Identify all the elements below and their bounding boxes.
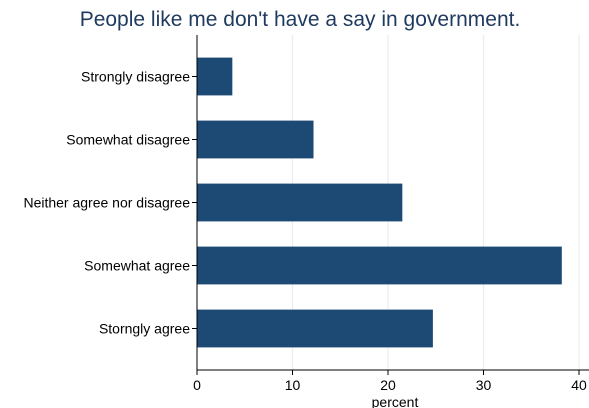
bar xyxy=(197,57,233,96)
x-tick-label: 10 xyxy=(285,377,301,393)
x-tick-label: 0 xyxy=(193,377,201,393)
category-label: Storngly agree xyxy=(99,321,190,337)
ticks: 0 10 20 30 40 xyxy=(193,370,587,393)
category-label: Somewhat agree xyxy=(84,258,190,274)
bar xyxy=(197,246,562,285)
chart-title: People like me don't have a say in gover… xyxy=(79,8,521,31)
category-labels: Strongly disagree Somewhat disagree Neithe… xyxy=(23,69,197,337)
x-tick-label: 20 xyxy=(380,377,396,393)
category-label: Strongly disagree xyxy=(81,69,190,85)
category-label: Somewhat disagree xyxy=(66,132,190,148)
category-label: Neither agree nor disagree xyxy=(23,195,190,211)
bar xyxy=(197,309,433,348)
x-tick-label: 40 xyxy=(571,377,587,393)
x-axis-label: percent xyxy=(372,394,419,408)
bar xyxy=(197,120,314,159)
bars xyxy=(197,57,562,348)
bar xyxy=(197,183,403,222)
x-tick-label: 30 xyxy=(476,377,492,393)
